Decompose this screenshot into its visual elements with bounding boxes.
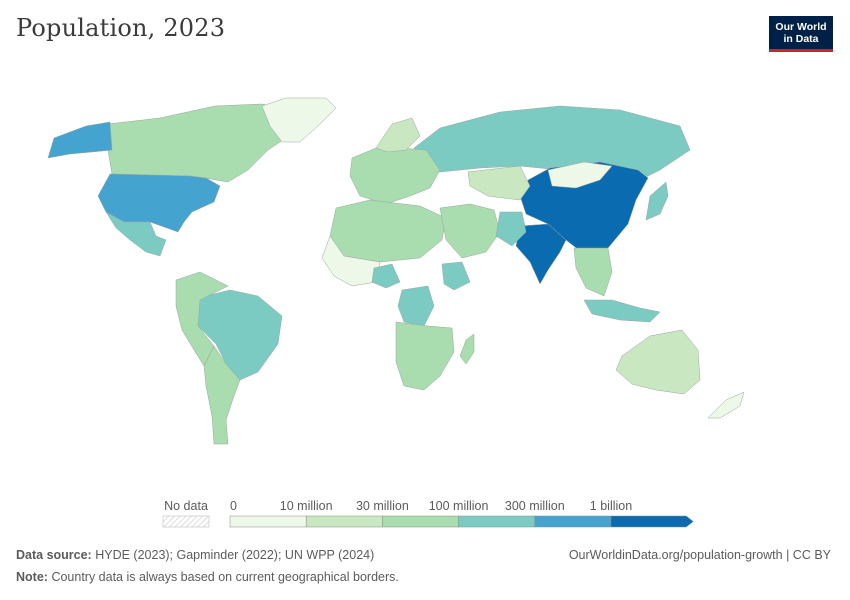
map-region-indonesia[interactable] xyxy=(583,299,661,323)
map-region-alaska[interactable] xyxy=(47,121,113,159)
legend-label-3: 100 million xyxy=(429,499,489,513)
footer-note: Note: Country data is always based on cu… xyxy=(16,570,399,584)
legend-label-5: 1 billion xyxy=(590,499,632,513)
legend-label-0: 0 xyxy=(230,499,237,513)
legend: No data 0 10 million 30 million 100 million… xyxy=(162,499,694,528)
map-region-madagascar[interactable] xyxy=(459,333,475,365)
map-region-greenland[interactable] xyxy=(261,97,337,143)
map-region-pakistan[interactable] xyxy=(495,211,527,247)
map-region-southern-africa[interactable] xyxy=(395,321,455,391)
map-region-argentina[interactable] xyxy=(203,345,241,445)
map-region-scandinavia[interactable] xyxy=(375,117,421,153)
footer-source: Data source: HYDE (2023); Gapminder (202… xyxy=(16,548,374,562)
map-region-mexico[interactable] xyxy=(105,211,167,257)
legend-label-1: 10 million xyxy=(280,499,333,513)
map-region-mongolia[interactable] xyxy=(547,161,613,189)
map-region-japan[interactable] xyxy=(645,181,669,221)
legend-no-data-label: No data xyxy=(164,499,208,513)
map-region-brazil[interactable] xyxy=(197,289,283,381)
source-label: Data source: xyxy=(16,548,92,562)
owid-logo[interactable]: Our World in Data xyxy=(769,16,833,52)
logo-line-2: in Data xyxy=(783,33,819,45)
map-region-southeast-asia[interactable] xyxy=(573,247,613,297)
logo-line-1: Our World xyxy=(775,21,827,33)
map-region-sahel[interactable] xyxy=(321,235,381,287)
map-region-new-zealand[interactable] xyxy=(707,391,745,419)
note-text: Country data is always based on current … xyxy=(51,570,399,584)
source-text: HYDE (2023); Gapminder (2022); UN WPP (2… xyxy=(95,548,375,562)
map-region-india[interactable] xyxy=(515,223,567,285)
legend-swatch-1[interactable] xyxy=(305,515,383,528)
world-map xyxy=(47,97,745,445)
map-region-russia[interactable] xyxy=(413,105,691,181)
chart-title: Population, 2023 xyxy=(16,14,226,42)
map-region-middle-east[interactable] xyxy=(439,203,501,259)
map-region-australia[interactable] xyxy=(615,329,701,395)
footer-url[interactable]: OurWorldinData.org/population-growth | C… xyxy=(568,548,831,562)
legend-label-2: 30 million xyxy=(356,499,409,513)
legend-swatch-5[interactable] xyxy=(610,515,694,528)
map-region-ethiopia[interactable] xyxy=(441,261,471,291)
legend-swatch-2[interactable] xyxy=(382,515,459,528)
legend-swatch-4[interactable] xyxy=(534,515,612,528)
map-region-kazakhstan[interactable] xyxy=(467,165,531,201)
legend-label-4: 300 million xyxy=(505,499,565,513)
legend-swatch-3[interactable] xyxy=(458,515,536,528)
legend-no-data-swatch xyxy=(162,515,210,528)
map-region-nigeria[interactable] xyxy=(371,263,401,289)
legend-swatch-0[interactable] xyxy=(229,515,307,528)
note-label: Note: xyxy=(16,570,48,584)
